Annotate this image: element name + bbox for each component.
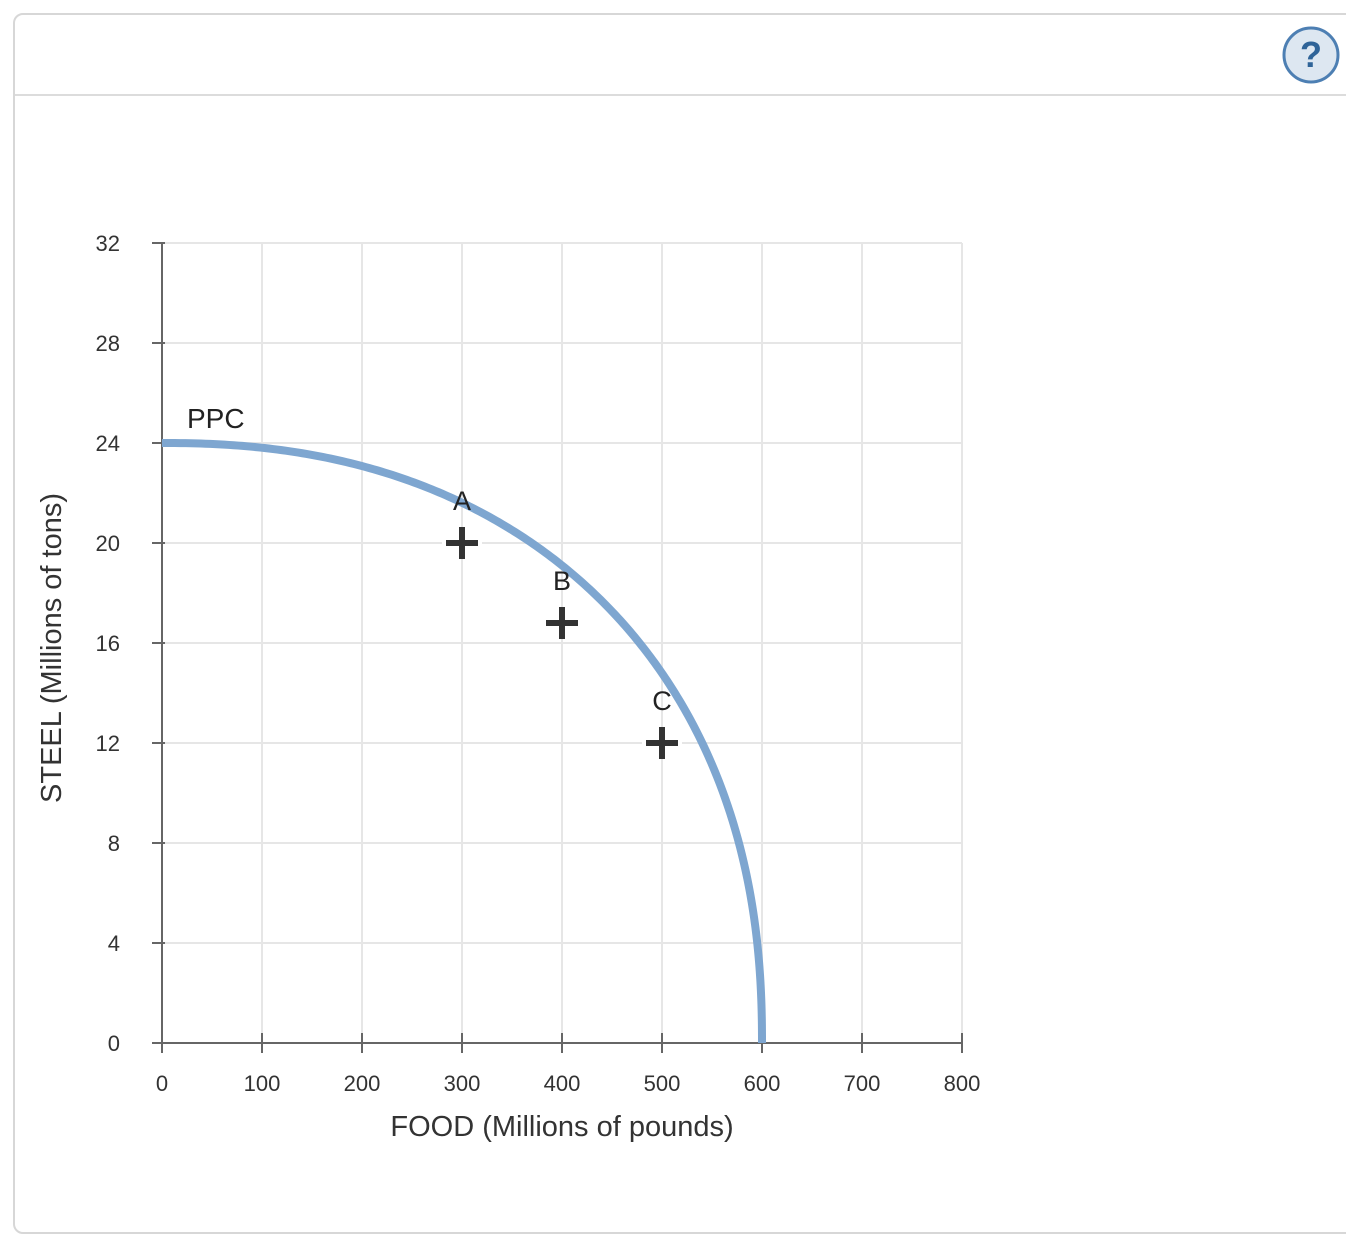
x-tick-label: 500 [644,1071,681,1096]
y-tick-label: 20 [96,531,120,556]
x-tick-label: 600 [744,1071,781,1096]
y-tick-label: 12 [96,731,120,756]
help-icon: ? [1282,26,1340,84]
point-label-c: C [652,686,672,716]
point-label-b: B [553,566,571,596]
grid [162,242,963,1043]
x-axis-title: FOOD (Millions of pounds) [390,1111,733,1143]
x-tick-label: 700 [844,1071,881,1096]
y-tick-label: 0 [108,1031,120,1056]
axes [152,242,963,1053]
x-tick-label: 800 [944,1071,981,1096]
point-label-a: A [453,486,471,516]
y-axis-title: STEEL (Millions of tons) [36,493,68,803]
y-tick-label: 16 [96,631,120,656]
y-tick-label: 24 [96,431,120,456]
ppc-series: PPC [161,403,766,1044]
y-tick-label: 4 [108,931,120,956]
labeled-points: A B C [442,486,682,759]
y-tick-label: 8 [108,831,120,856]
help-button[interactable]: ? [1282,26,1340,84]
y-tick-label: 28 [96,331,120,356]
y-tick-label: 32 [96,231,120,256]
x-tick-label: 200 [344,1071,381,1096]
svg-text:?: ? [1300,34,1322,75]
x-tick-label: 400 [544,1071,581,1096]
question-panel [13,13,1346,1234]
ppc-curve-label: PPC [187,403,245,434]
x-tick-label: 0 [156,1071,168,1096]
x-tick-label: 300 [444,1071,481,1096]
tick-labels: 0 100 200 300 400 500 600 700 800 0 4 8 12 16 20 24 28 32 [96,231,981,1096]
ppc-curve [161,439,766,1044]
panel-header [15,15,1346,96]
x-tick-label: 100 [244,1071,281,1096]
